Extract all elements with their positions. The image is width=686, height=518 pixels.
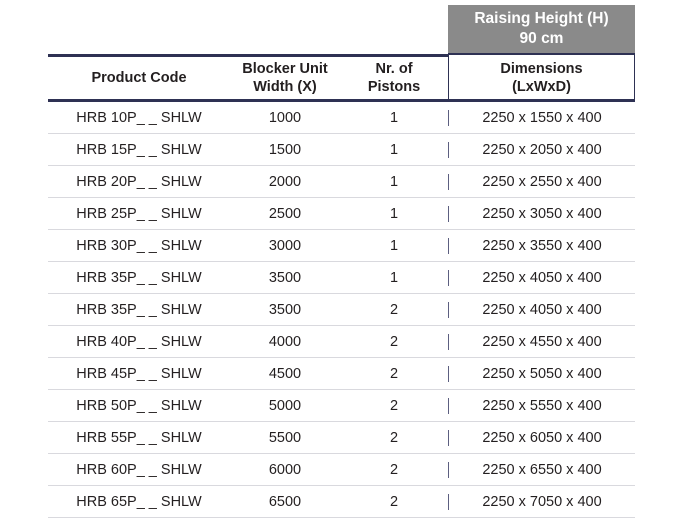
- cell-blocker-width: 5500: [268, 429, 302, 446]
- column-header-product-code: Product Code: [48, 69, 230, 87]
- cell-dimensions: 2250 x 7050 x 400: [448, 493, 635, 510]
- table-row: HRB 60P_ _ SHLW 6000 2 2250 x 6550 x 400: [48, 454, 635, 486]
- table-row: HRB 10P_ _ SHLW 1000 1 2250 x 1550 x 400: [48, 102, 635, 134]
- cell-pistons: 2: [389, 333, 399, 350]
- cell-product-code: HRB 25P_ _ SHLW: [76, 205, 202, 222]
- cell-dimensions: 2250 x 4050 x 400: [448, 269, 635, 286]
- raising-height-banner: Raising Height (H) 90 cm: [448, 5, 635, 55]
- cell-dimensions: 2250 x 3550 x 400: [448, 237, 635, 254]
- table-row: HRB 45P_ _ SHLW 4500 2 2250 x 5050 x 400: [48, 358, 635, 390]
- cell-pistons: 1: [389, 109, 399, 126]
- spec-table: Product Code Blocker Unit Width (X) Nr. …: [48, 55, 635, 100]
- cell-blocker-width: 3500: [268, 301, 302, 318]
- pistons-label-line2: Pistons: [367, 78, 421, 95]
- cell-blocker-width: 5000: [268, 397, 302, 414]
- cell-product-code: HRB 15P_ _ SHLW: [76, 141, 202, 158]
- product-code-label: Product Code: [91, 69, 187, 86]
- cell-blocker-width: 6000: [268, 461, 302, 478]
- cell-dimensions: 2250 x 1550 x 400: [448, 109, 635, 126]
- cell-blocker-width: 4000: [268, 333, 302, 350]
- column-header-dimensions: Dimensions (LxWxD): [448, 55, 635, 100]
- cell-blocker-width: 4500: [268, 365, 302, 382]
- table-top-rule: [48, 54, 448, 57]
- cell-product-code: HRB 20P_ _ SHLW: [76, 173, 202, 190]
- cell-dimensions: 2250 x 3050 x 400: [448, 205, 635, 222]
- cell-product-code: HRB 45P_ _ SHLW: [76, 365, 202, 382]
- cell-pistons: 2: [389, 461, 399, 478]
- cell-product-code: HRB 55P_ _ SHLW: [76, 429, 202, 446]
- cell-pistons: 2: [389, 493, 399, 510]
- cell-product-code: HRB 65P_ _ SHLW: [76, 493, 202, 510]
- table-row: HRB 40P_ _ SHLW 4000 2 2250 x 4550 x 400: [48, 326, 635, 358]
- dimensions-label-line1: Dimensions: [500, 60, 583, 77]
- cell-product-code: HRB 35P_ _ SHLW: [76, 269, 202, 286]
- cell-pistons: 1: [389, 173, 399, 190]
- cell-pistons: 1: [389, 205, 399, 222]
- cell-dimensions: 2250 x 6050 x 400: [448, 429, 635, 446]
- raising-height-title: Raising Height (H): [474, 10, 609, 27]
- header-row: Product Code Blocker Unit Width (X) Nr. …: [48, 55, 635, 100]
- cell-product-code: HRB 40P_ _ SHLW: [76, 333, 202, 350]
- table-row: HRB 50P_ _ SHLW 5000 2 2250 x 5550 x 400: [48, 390, 635, 422]
- table-header: Product Code Blocker Unit Width (X) Nr. …: [48, 55, 635, 100]
- cell-blocker-width: 3500: [268, 269, 302, 286]
- cell-product-code: HRB 30P_ _ SHLW: [76, 237, 202, 254]
- cell-dimensions: 2250 x 2550 x 400: [448, 173, 635, 190]
- raising-height-value: 90 cm: [519, 30, 564, 47]
- column-header-blocker-width: Blocker Unit Width (X): [230, 60, 340, 96]
- cell-blocker-width: 2500: [268, 205, 302, 222]
- cell-pistons: 2: [389, 365, 399, 382]
- cell-blocker-width: 1000: [268, 109, 302, 126]
- cell-blocker-width: 1500: [268, 141, 302, 158]
- cell-dimensions: 2250 x 4050 x 400: [448, 301, 635, 318]
- dimensions-label-line2: (LxWxD): [512, 78, 571, 95]
- table-row: HRB 30P_ _ SHLW 3000 1 2250 x 3550 x 400: [48, 230, 635, 262]
- table-row: HRB 55P_ _ SHLW 5500 2 2250 x 6050 x 400: [48, 422, 635, 454]
- cell-pistons: 2: [389, 397, 399, 414]
- cell-pistons: 1: [389, 269, 399, 286]
- pistons-label-line1: Nr. of: [375, 60, 413, 77]
- cell-blocker-width: 3000: [268, 237, 302, 254]
- cell-pistons: 2: [389, 429, 399, 446]
- table-row: HRB 35P_ _ SHLW 3500 2 2250 x 4050 x 400: [48, 294, 635, 326]
- cell-blocker-width: 6500: [268, 493, 302, 510]
- table-row: HRB 20P_ _ SHLW 2000 1 2250 x 2550 x 400: [48, 166, 635, 198]
- table-row: HRB 35P_ _ SHLW 3500 1 2250 x 4050 x 400: [48, 262, 635, 294]
- table-body: HRB 10P_ _ SHLW 1000 1 2250 x 1550 x 400 HRB…: [48, 102, 635, 518]
- cell-dimensions: 2250 x 6550 x 400: [448, 461, 635, 478]
- table-row: HRB 15P_ _ SHLW 1500 1 2250 x 2050 x 400: [48, 134, 635, 166]
- cell-pistons: 1: [389, 141, 399, 158]
- table-row: HRB 65P_ _ SHLW 6500 2 2250 x 7050 x 400: [48, 486, 635, 518]
- cell-product-code: HRB 50P_ _ SHLW: [76, 397, 202, 414]
- cell-pistons: 1: [389, 237, 399, 254]
- blocker-width-label-line2: Width (X): [253, 78, 317, 95]
- cell-dimensions: 2250 x 4550 x 400: [448, 333, 635, 350]
- cell-product-code: HRB 35P_ _ SHLW: [76, 301, 202, 318]
- cell-blocker-width: 2000: [268, 173, 302, 190]
- blocker-width-label-line1: Blocker Unit: [242, 60, 328, 77]
- cell-dimensions: 2250 x 2050 x 400: [448, 141, 635, 158]
- cell-product-code: HRB 60P_ _ SHLW: [76, 461, 202, 478]
- cell-product-code: HRB 10P_ _ SHLW: [76, 109, 202, 126]
- table-header-rule: [48, 99, 635, 102]
- cell-dimensions: 2250 x 5550 x 400: [448, 397, 635, 414]
- cell-dimensions: 2250 x 5050 x 400: [448, 365, 635, 382]
- table-row: HRB 25P_ _ SHLW 2500 1 2250 x 3050 x 400: [48, 198, 635, 230]
- column-header-pistons: Nr. of Pistons: [340, 60, 448, 96]
- cell-pistons: 2: [389, 301, 399, 318]
